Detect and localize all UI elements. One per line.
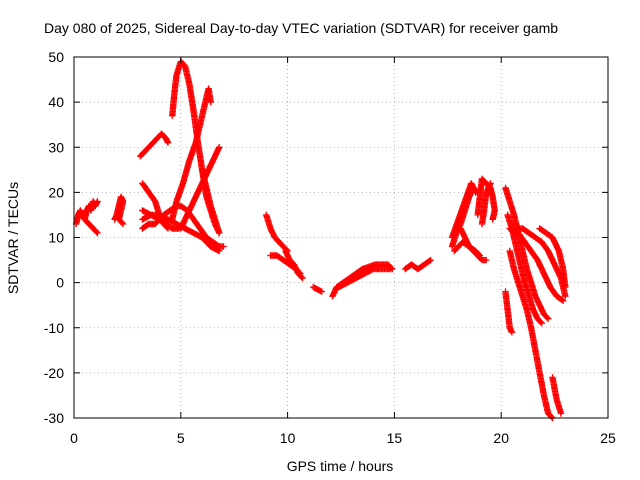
data-point bbox=[164, 139, 172, 146]
series-s04 bbox=[137, 130, 172, 160]
data-point bbox=[94, 229, 101, 237]
data-point bbox=[558, 296, 566, 304]
data-point bbox=[489, 216, 496, 223]
y-tick-label: -10 bbox=[44, 320, 64, 336]
series-s21 bbox=[448, 180, 479, 241]
series-s33 bbox=[549, 374, 565, 417]
series-s15 bbox=[282, 247, 306, 282]
data-point bbox=[386, 265, 394, 273]
series-s32 bbox=[502, 288, 516, 336]
data-point bbox=[562, 293, 569, 300]
series-s23 bbox=[457, 225, 490, 264]
y-tick-label: 50 bbox=[48, 49, 64, 65]
series-s12 bbox=[199, 166, 223, 237]
x-tick-label: 20 bbox=[493, 430, 509, 446]
series-s03 bbox=[111, 193, 127, 228]
series-s14 bbox=[267, 252, 304, 277]
series-s25 bbox=[478, 180, 494, 228]
series-s18 bbox=[335, 265, 394, 291]
data-point bbox=[562, 283, 569, 291]
axis-ticks bbox=[73, 56, 609, 419]
data-point bbox=[426, 257, 433, 264]
series-s02 bbox=[81, 216, 101, 237]
y-axis-label: SDTVAR / TECUs bbox=[5, 182, 21, 294]
y-tick-label: 40 bbox=[48, 94, 64, 110]
data-point bbox=[94, 198, 101, 205]
plot-area bbox=[72, 58, 569, 422]
data-point bbox=[119, 220, 127, 228]
data-point bbox=[299, 274, 306, 282]
grid-lines bbox=[74, 57, 608, 418]
x-tick-label: 0 bbox=[70, 430, 78, 446]
data-point bbox=[545, 315, 552, 322]
data-point bbox=[207, 98, 214, 106]
y-tick-label: 10 bbox=[48, 230, 64, 246]
series-s16 bbox=[310, 283, 325, 295]
data-point bbox=[557, 410, 565, 417]
data-point bbox=[220, 243, 227, 250]
series-s01 bbox=[72, 198, 101, 228]
y-tick-label: 0 bbox=[56, 275, 64, 291]
series-s30 bbox=[536, 225, 569, 291]
data-point bbox=[483, 256, 490, 264]
data-point bbox=[537, 318, 544, 326]
data-point bbox=[216, 247, 223, 255]
y-tick-label: -30 bbox=[44, 410, 64, 426]
series-s27 bbox=[504, 211, 545, 327]
x-tick-label: 10 bbox=[280, 430, 296, 446]
data-point bbox=[548, 413, 555, 421]
data-point bbox=[118, 219, 126, 226]
y-tick-label: -20 bbox=[44, 365, 64, 381]
x-tick-label: 25 bbox=[600, 430, 616, 446]
x-tick-label: 5 bbox=[177, 430, 185, 446]
data-point bbox=[559, 297, 567, 304]
x-axis-label: GPS time / hours bbox=[287, 458, 394, 474]
chart-title: Day 080 of 2025, Sidereal Day-to-day VTE… bbox=[44, 20, 558, 36]
y-tick-label: 20 bbox=[48, 184, 64, 200]
data-point bbox=[427, 256, 434, 264]
data-point bbox=[216, 144, 223, 151]
series-s24 bbox=[474, 175, 498, 223]
data-point bbox=[543, 314, 551, 321]
data-point bbox=[298, 273, 305, 281]
series-s29 bbox=[515, 229, 567, 304]
data-point bbox=[93, 228, 100, 236]
y-tick-label: 30 bbox=[48, 139, 64, 155]
series-s19 bbox=[401, 256, 434, 273]
data-point bbox=[318, 288, 325, 295]
series-s26 bbox=[502, 184, 552, 322]
data-point bbox=[487, 180, 494, 187]
series-s09 bbox=[169, 85, 214, 223]
x-tick-label: 15 bbox=[387, 430, 403, 446]
series-s13 bbox=[263, 211, 291, 255]
series-s31 bbox=[506, 247, 556, 422]
data-point bbox=[216, 229, 223, 237]
data-point bbox=[538, 320, 545, 327]
data-point bbox=[508, 329, 516, 336]
tick-labels: 0 5 10 15 20 25 -30 -20 -10 0 10 20 30 40 50 bbox=[44, 49, 616, 446]
